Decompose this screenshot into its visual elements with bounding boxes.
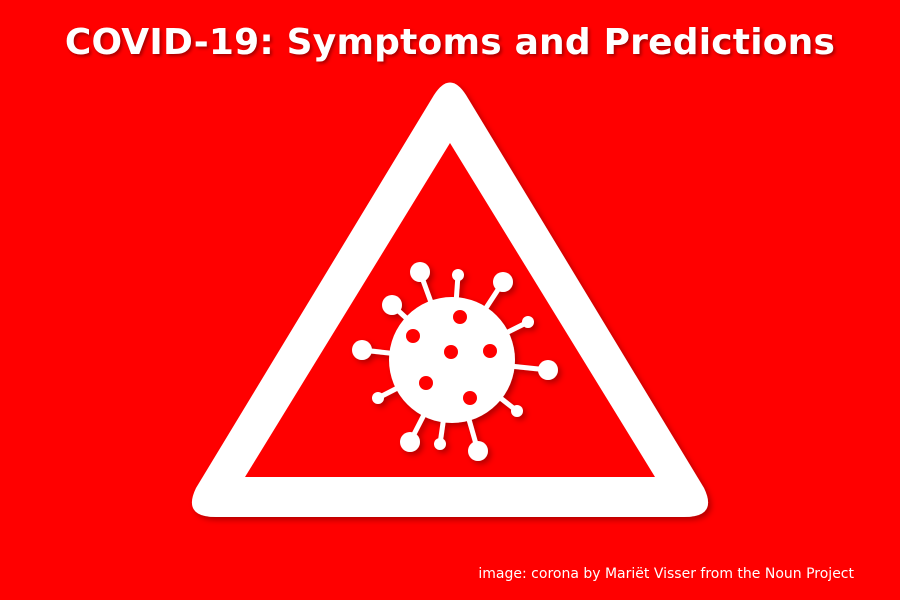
page-title: COVID-19: Symptoms and Predictions — [64, 22, 836, 63]
coronavirus-icon — [352, 262, 558, 461]
image-credit: image: corona by Mariët Visser from the … — [478, 566, 854, 582]
